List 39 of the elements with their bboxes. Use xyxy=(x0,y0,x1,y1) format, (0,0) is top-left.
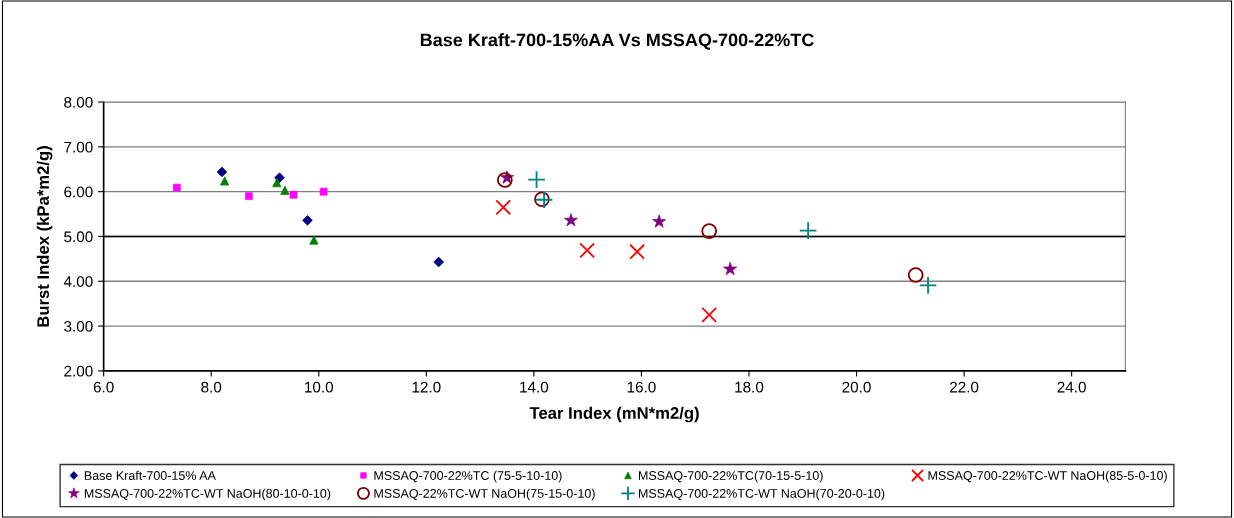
point xyxy=(496,172,513,188)
x-tick-label: 6.0 xyxy=(93,381,114,393)
x-tick-label: 20.0 xyxy=(842,381,871,393)
x-tick-label: 14.0 xyxy=(520,381,549,393)
point xyxy=(534,190,554,209)
y-tick-label: 7.00 xyxy=(64,141,93,153)
point xyxy=(579,242,595,259)
legend-label: MSSAQ-22%TC-WT NaOH(75-15-0-10) xyxy=(374,488,595,501)
point xyxy=(527,170,546,189)
legend-label: Base Kraft-700-15% AA xyxy=(84,470,216,480)
point xyxy=(798,221,818,240)
y-tick-label: 3.00 xyxy=(64,320,93,332)
x-tick-label: 18.0 xyxy=(735,381,764,393)
x-tick-label: 12.0 xyxy=(412,381,441,393)
x-axis-title: Tear Index (mN*m2/g) xyxy=(529,406,699,423)
y-axis-title: Burst Index (kPa*m2/g) xyxy=(36,146,53,327)
x-tick-label: 24.0 xyxy=(1057,381,1086,393)
point xyxy=(495,199,512,216)
point xyxy=(701,307,718,323)
x-tick-label: 22.0 xyxy=(949,381,979,393)
x-tick-label: 8.0 xyxy=(201,381,222,393)
y-tick-label: 6.00 xyxy=(64,186,93,198)
y-tick-label: 4.00 xyxy=(63,276,93,287)
point xyxy=(701,223,718,239)
x-tick-label: 10.0 xyxy=(305,381,334,393)
point xyxy=(918,276,938,295)
legend-label: MSSAQ-700-22%TC(70-15-5-10) xyxy=(638,470,823,483)
y-tick-label: 5.00 xyxy=(64,231,93,243)
legend-label: MSSAQ-700-22%TC-WT NaOH(70-20-0-10) xyxy=(638,488,885,501)
y-tick-label: 2.00 xyxy=(64,365,93,377)
chart-title: Base Kraft-700-15%AA Vs MSSAQ-700-22%TC xyxy=(420,33,814,50)
point xyxy=(534,191,550,208)
legend-label: MSSAQ-700-22%TC-WT NaOH(80-10-0-10) xyxy=(84,488,331,501)
point xyxy=(907,267,924,283)
y-tick-label: 8.00 xyxy=(64,96,93,108)
legend-label: MSSAQ-700-22%TC-WT NaOH(85-5-0-10) xyxy=(928,470,1167,483)
point xyxy=(629,243,645,260)
legend-label: MSSAQ-700-22%TC (75-5-10-10) xyxy=(374,470,562,483)
x-tick-label: 16.0 xyxy=(627,381,656,393)
